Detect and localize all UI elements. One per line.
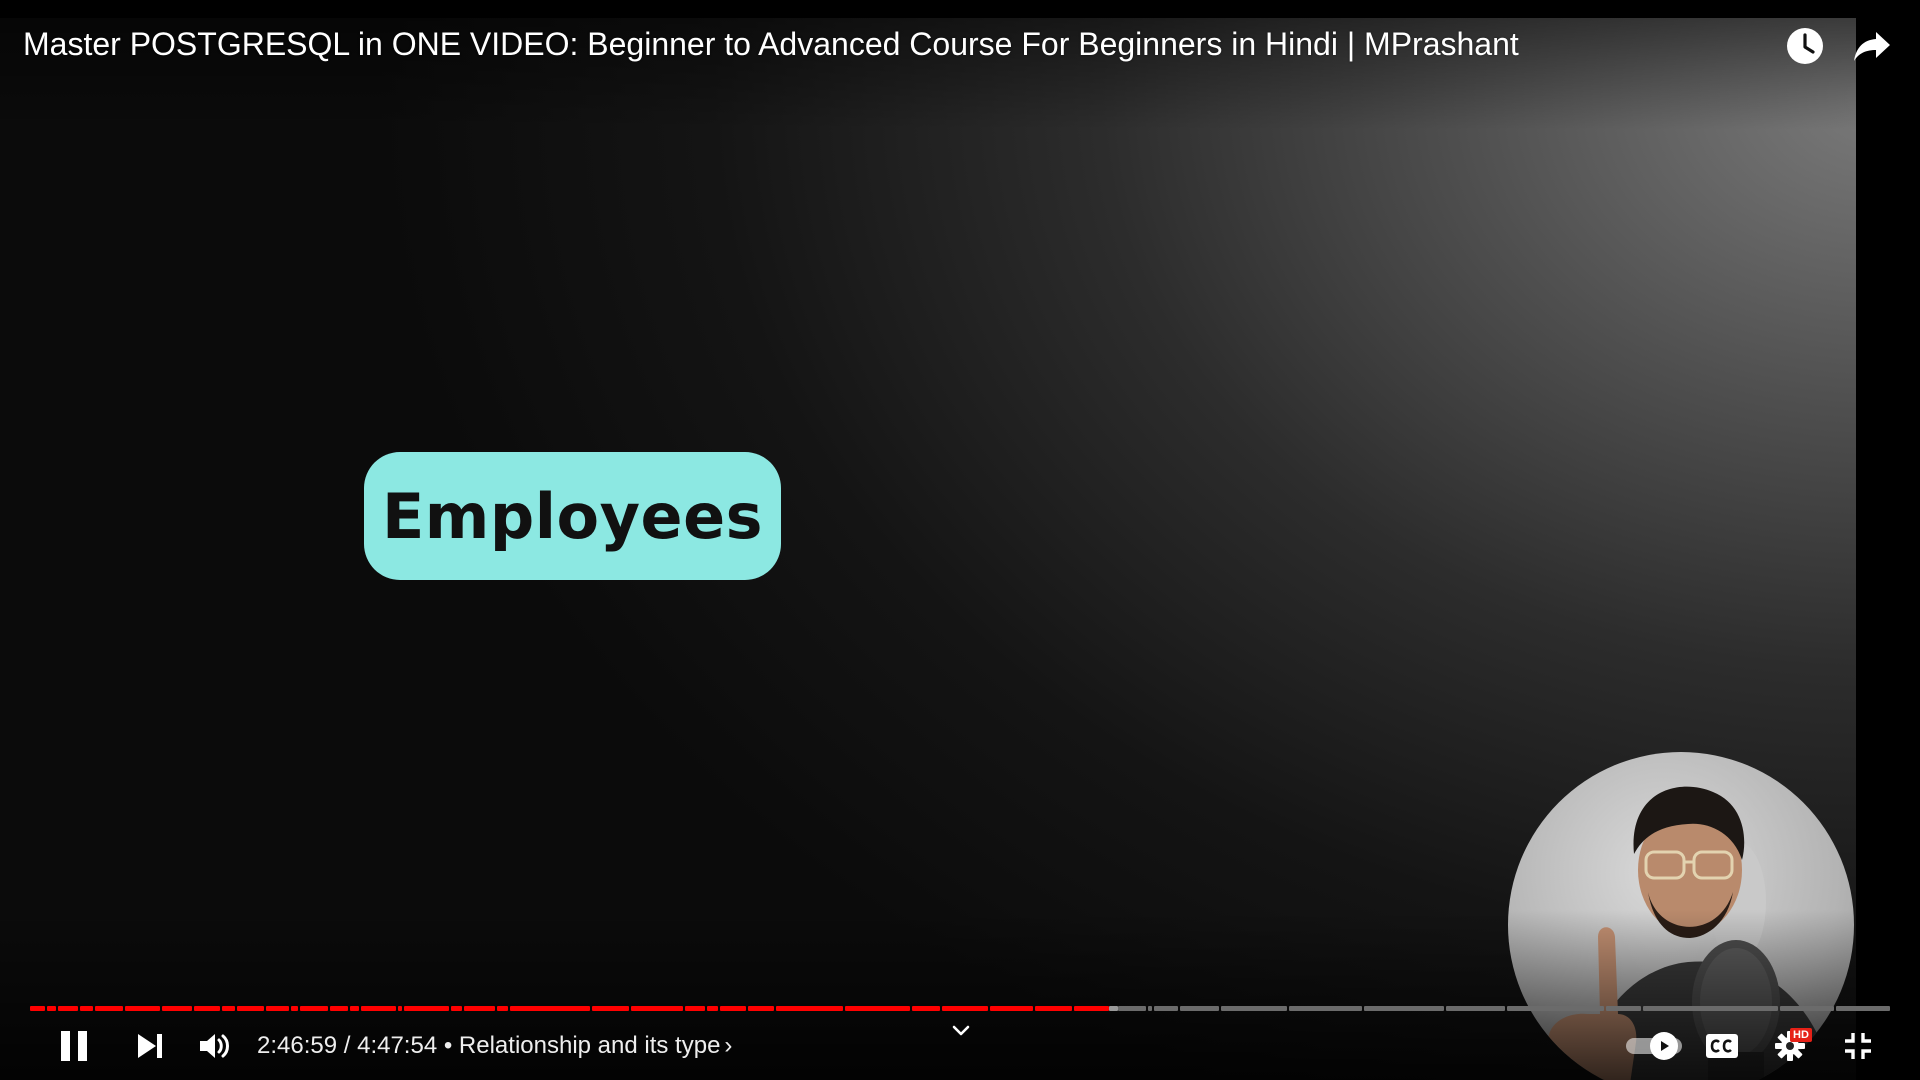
settings-button[interactable]: HD — [1766, 1024, 1814, 1068]
exit-fullscreen-icon — [1845, 1033, 1871, 1059]
progress-segment — [1073, 1006, 1109, 1011]
progress-segment — [844, 1006, 910, 1011]
chapters-toggle-button[interactable] — [948, 1018, 974, 1044]
progress-segment — [58, 1006, 79, 1011]
chevron-right-icon[interactable]: › — [724, 1032, 733, 1059]
progress-segment — [1506, 1006, 1604, 1011]
progress-segment — [1289, 1006, 1362, 1011]
chapter-prefix: • — [437, 1032, 459, 1059]
progress-segment — [1153, 1006, 1178, 1011]
progress-segment — [1780, 1006, 1835, 1011]
progress-segment — [361, 1006, 397, 1011]
closed-captions-icon — [1706, 1034, 1738, 1058]
progress-segment — [776, 1006, 843, 1011]
progress-segment — [1363, 1006, 1444, 1011]
progress-segment — [707, 1006, 719, 1011]
employees-label-pill: Employees — [364, 452, 781, 580]
chevron-down-icon — [952, 1025, 970, 1036]
player-controls: 2:46:59 / 4:47:54 • Relationship and its… — [0, 1018, 1920, 1074]
autoplay-knob — [1650, 1032, 1678, 1060]
clock-icon — [1787, 28, 1823, 64]
progress-segment — [630, 1006, 683, 1011]
pause-icon — [61, 1031, 87, 1061]
progress-segment — [193, 1006, 220, 1011]
progress-segment — [1108, 1006, 1119, 1011]
time-separator: / — [337, 1032, 358, 1059]
progress-segment — [1179, 1006, 1219, 1011]
progress-segment — [290, 1006, 298, 1011]
progress-segment — [684, 1006, 706, 1011]
pause-button[interactable] — [52, 1024, 96, 1068]
progress-segment — [591, 1006, 629, 1011]
progress-segment — [1605, 1006, 1641, 1011]
watch-later-button[interactable] — [1781, 22, 1829, 70]
progress-segment — [404, 1006, 449, 1011]
progress-segment — [720, 1006, 747, 1011]
progress-segment — [95, 1006, 123, 1011]
progress-segment — [221, 1006, 235, 1011]
duration: 4:47:54 — [357, 1032, 438, 1059]
share-button[interactable] — [1848, 22, 1896, 70]
top-gradient — [0, 0, 1920, 130]
progress-segment — [350, 1006, 360, 1011]
progress-segment — [1118, 1006, 1146, 1011]
employees-label: Employees — [381, 479, 764, 553]
play-icon — [1661, 1041, 1669, 1051]
progress-segment — [236, 1006, 265, 1011]
progress-segment — [266, 1006, 289, 1011]
progress-segment — [329, 1006, 349, 1011]
video-title[interactable]: Master POSTGRESQL in ONE VIDEO: Beginner… — [23, 26, 1519, 62]
progress-segment — [989, 1006, 1033, 1011]
progress-segment — [125, 1006, 161, 1011]
share-arrow-icon — [1854, 32, 1890, 61]
progress-segment — [1220, 1006, 1288, 1011]
progress-segment — [46, 1006, 57, 1011]
progress-segment — [1148, 1006, 1152, 1011]
progress-segment — [450, 1006, 462, 1011]
progress-segment — [162, 1006, 192, 1011]
bottom-gradient — [0, 910, 1920, 1080]
progress-segment — [1445, 1006, 1505, 1011]
progress-segment — [1836, 1006, 1890, 1011]
progress-segment — [510, 1006, 590, 1011]
captions-button[interactable] — [1700, 1024, 1744, 1068]
progress-segment — [80, 1006, 94, 1011]
next-video-button[interactable] — [128, 1024, 172, 1068]
progress-segment — [911, 1006, 940, 1011]
progress-segment — [941, 1006, 988, 1011]
progress-segment — [748, 1006, 774, 1011]
time-display: 2:46:59 / 4:47:54 • Relationship and its… — [257, 1028, 732, 1064]
progress-bar[interactable] — [30, 1004, 1890, 1012]
volume-icon — [200, 1034, 229, 1058]
progress-segment — [299, 1006, 328, 1011]
next-icon — [138, 1034, 162, 1058]
progress-segment — [463, 1006, 495, 1011]
progress-segment — [497, 1006, 509, 1011]
progress-segment — [1034, 1006, 1072, 1011]
chapter-title[interactable]: Relationship and its type — [458, 1032, 721, 1059]
exit-fullscreen-button[interactable] — [1836, 1024, 1880, 1068]
volume-button[interactable] — [193, 1024, 237, 1068]
progress-segment — [30, 1006, 45, 1011]
autoplay-toggle[interactable] — [1626, 1032, 1684, 1060]
hd-badge: HD — [1790, 1028, 1812, 1042]
progress-segment — [398, 1006, 402, 1011]
current-time: 2:46:59 — [257, 1032, 338, 1059]
progress-segment — [1642, 1006, 1779, 1011]
